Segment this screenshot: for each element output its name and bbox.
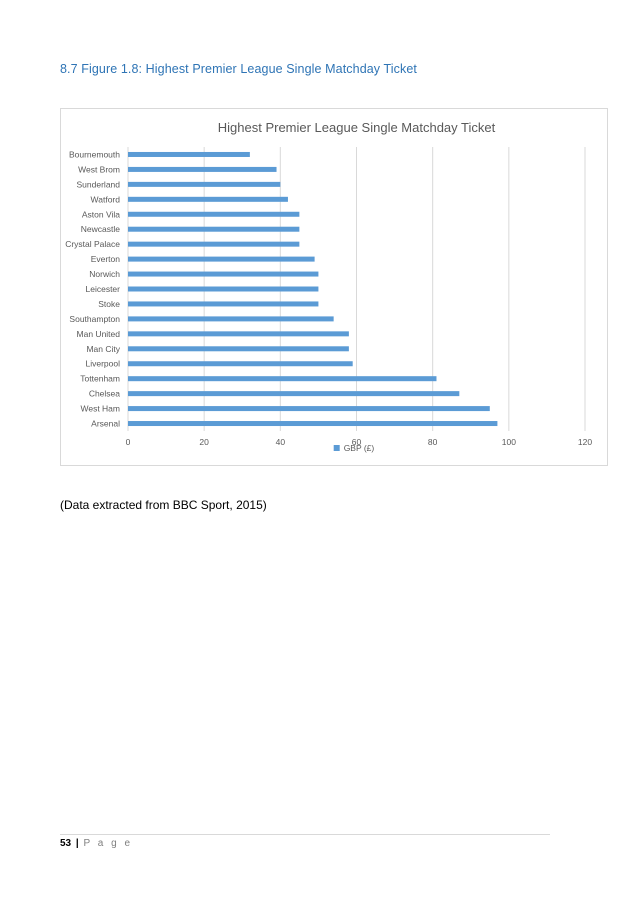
category-label: Everton xyxy=(91,254,121,264)
bar xyxy=(128,166,277,172)
page-number: 53 xyxy=(60,838,72,849)
x-tick-label: 0 xyxy=(126,437,131,447)
legend-label: GBP (£) xyxy=(344,443,375,453)
bar xyxy=(128,286,319,292)
bar xyxy=(128,226,300,232)
bar xyxy=(128,406,490,412)
source-note: (Data extracted from BBC Sport, 2015) xyxy=(60,498,267,512)
category-label: Newcastle xyxy=(81,224,120,234)
category-label: Crystal Palace xyxy=(65,239,120,249)
bar xyxy=(128,256,315,262)
page-footer: 53 | P a g e xyxy=(60,838,133,849)
x-tick-label: 80 xyxy=(428,437,438,447)
bar xyxy=(128,271,319,277)
bar xyxy=(128,346,349,352)
bar xyxy=(128,241,300,247)
figure-heading: 8.7 Figure 1.8: Highest Premier League S… xyxy=(60,62,417,76)
category-label: West Brom xyxy=(78,164,120,174)
x-tick-label: 40 xyxy=(276,437,286,447)
bar xyxy=(128,361,353,367)
bar xyxy=(128,391,460,397)
category-label: Chelsea xyxy=(89,389,120,399)
bar-chart: Highest Premier League Single Matchday T… xyxy=(65,120,592,453)
x-tick-label: 120 xyxy=(578,437,592,447)
chart-title: Highest Premier League Single Matchday T… xyxy=(218,120,496,135)
bar xyxy=(128,376,437,382)
category-label: Bournemouth xyxy=(69,149,120,159)
category-label: Liverpool xyxy=(86,359,121,369)
category-label: Man City xyxy=(86,344,120,354)
x-tick-label: 20 xyxy=(199,437,209,447)
bar xyxy=(128,421,498,427)
x-tick-label: 60 xyxy=(352,437,362,447)
legend-swatch xyxy=(333,445,340,451)
bar xyxy=(128,196,288,202)
category-label: Arsenal xyxy=(91,419,120,429)
bar xyxy=(128,181,281,187)
bar xyxy=(128,301,319,307)
category-label: Man United xyxy=(77,329,121,339)
category-label: Aston Vila xyxy=(82,209,120,219)
chart-container: Highest Premier League Single Matchday T… xyxy=(60,108,608,466)
category-label: West Ham xyxy=(80,404,120,414)
category-label: Watford xyxy=(91,194,121,204)
bar xyxy=(128,316,334,322)
bar xyxy=(128,151,250,157)
category-label: Tottenham xyxy=(80,374,120,384)
category-label: Sunderland xyxy=(77,179,121,189)
category-label: Southampton xyxy=(69,314,120,324)
category-label: Norwich xyxy=(89,269,120,279)
category-label: Leicester xyxy=(86,284,121,294)
category-label: Stoke xyxy=(98,299,120,309)
footer-separator: | xyxy=(75,838,79,849)
bar xyxy=(128,211,300,217)
page-label: P a g e xyxy=(83,838,133,849)
x-tick-label: 100 xyxy=(502,437,516,447)
bar xyxy=(128,331,349,337)
footer-divider xyxy=(60,834,550,835)
